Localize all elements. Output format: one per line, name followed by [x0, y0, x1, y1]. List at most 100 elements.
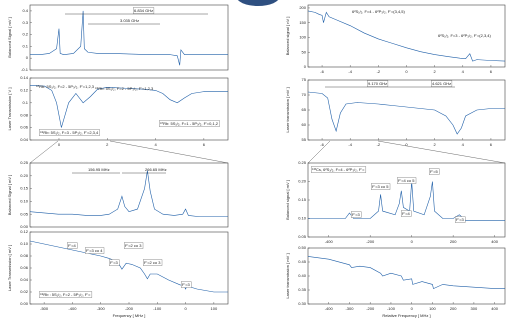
annotation: 3.035 GHz [120, 18, 139, 23]
annotation: F'=3 [456, 217, 465, 222]
y-tick-label: 0 [304, 64, 307, 69]
y-tick-label: 0.45 [298, 259, 307, 264]
x-tick-label: -2 [377, 142, 381, 147]
y-tick-label: 0.40 [298, 273, 307, 278]
annotation: ⁸⁵Rb : 5S₁/₂, F=2 - 5P₃/₂, F'= [40, 292, 91, 297]
plot-frame [308, 163, 505, 237]
y-tick-label: 0.05 [20, 211, 29, 216]
x-tick-label: 0 [184, 306, 187, 311]
y-tick-label: 0.00 [20, 301, 29, 306]
y-axis-label: Laser transmission [ mV ] [285, 253, 290, 298]
x-tick-label: -200 [366, 306, 375, 311]
annotation: ⁸⁵Rb: 5S₁/₂, F=3 - 5P₃/₂, F'=2,3,4 [40, 130, 99, 135]
y-axis-label: Laser Transmission [ V ] [7, 88, 12, 131]
y-tick-label: 0.10 [298, 216, 307, 221]
annotation: 6²S₁/₂, F=4 - 6²P₃/₂, F'=(3,4,5) [352, 9, 406, 14]
y-axis-label: Balanced Signal [ mV ] [7, 175, 12, 215]
x-tick-label: -100 [153, 306, 162, 311]
x-tick-label: 6 [203, 142, 206, 147]
x-tick-label: 100 [429, 306, 436, 311]
zoom-line [378, 141, 505, 163]
y-tick-label: 0.04 [20, 137, 29, 142]
x-tick-label: -200 [366, 239, 375, 244]
y-tick-label: 0.02 [20, 289, 29, 294]
y-axis-label: Laser Transmission [ mV ] [7, 245, 12, 291]
x-tick-label: -6 [320, 69, 324, 74]
y-tick-label: 0.25 [298, 160, 307, 165]
annotation: 4.621 GHz [432, 81, 451, 86]
annotation: 6²S₁/₂, F=3 - 6²P₃/₂, F'=(2,3,4) [438, 33, 492, 38]
y-tick-label: 150 [299, 20, 306, 25]
y-tick-label: 100 [299, 35, 306, 40]
annotation: ⁸⁷Rb: 5S₁/₂, F=2 - 5P₃/₂, F'=1,2,3 [36, 84, 95, 89]
y-tick-label: 0.10 [20, 241, 29, 246]
y-tick-label: 70 [302, 92, 307, 97]
x-tick-label: 0 [405, 69, 408, 74]
x-tick-label: 0 [58, 142, 61, 147]
annotation: F'=4 [402, 211, 411, 216]
y-tick-label: 0.3 [22, 20, 28, 25]
x-tick-label: -2 [377, 69, 381, 74]
annotation: 6.834 GHz [134, 8, 153, 13]
annotation: 266.65 MHz [145, 167, 167, 172]
y-tick-label: 0.1 [22, 43, 28, 48]
y-tick-label: 0.05 [298, 234, 307, 239]
y-tick-label: 0.2 [22, 32, 28, 37]
y-tick-label: 0.08 [20, 253, 29, 258]
x-tick-label: 200 [450, 306, 457, 311]
x-tick-label: 2 [434, 69, 437, 74]
x-tick-label: -500 [40, 306, 49, 311]
x-tick-label: 6 [490, 142, 493, 147]
annotation: ¹³³Cs, 6²S₁/₂, F=4 - 6²P₃/₂, F'= [312, 167, 365, 172]
zoom-line [308, 141, 330, 163]
x-tick-label: 100 [211, 306, 218, 311]
y-tick-label: 55 [302, 137, 307, 142]
annotation: F'=3 [352, 212, 361, 217]
y-axis-label: Balanced signal [ nV ] [285, 17, 290, 56]
x-tick-label: 400 [491, 306, 498, 311]
x-tick-label: 4 [462, 69, 465, 74]
annotation: F'=4 co 5 [398, 178, 415, 183]
annotation: 9.170 GHz [368, 81, 387, 86]
y-tick-label: 0.15 [298, 197, 307, 202]
x-tick-label: 0 [411, 306, 414, 311]
y-tick-label: 0.25 [20, 160, 29, 165]
y-axis-label: Balanced signal [ mV ] [285, 180, 290, 220]
x-tick-label: -400 [325, 239, 334, 244]
x-tick-label: 6 [490, 69, 493, 74]
x-tick-label: -100 [387, 306, 396, 311]
y-tick-label: 0.14 [20, 75, 29, 80]
x-tick-label: 0 [411, 239, 414, 244]
annotation: F'=3 [110, 260, 119, 265]
zoom-line [30, 141, 58, 163]
plot-frame [30, 163, 228, 227]
plot-frame [308, 248, 505, 304]
y-tick-label: 0.15 [20, 186, 29, 191]
x-tick-label: -4 [348, 142, 352, 147]
x-tick-label: -300 [97, 306, 106, 311]
annotation: ⁸⁷Rb: 5S₁/₂, F=1 - 5P₃/₂, F'=0,1,2 [160, 121, 219, 126]
y-tick-label: 0.10 [20, 198, 29, 203]
y-tick-label: 0.35 [298, 287, 307, 292]
y-tick-label: 75 [302, 77, 307, 82]
x-tick-label: -400 [68, 306, 77, 311]
annotation: 156.95 MHz [88, 167, 110, 172]
x-tick-label: 4 [154, 142, 157, 147]
x-tick-label: -300 [345, 306, 354, 311]
y-tick-label: 0.30 [298, 301, 307, 306]
x-tick-label: 400 [491, 239, 498, 244]
x-tick-label: 2 [106, 142, 109, 147]
x-tick-label: 300 [471, 306, 478, 311]
y-tick-label: 65 [302, 107, 307, 112]
x-tick-label: -200 [125, 306, 134, 311]
x-axis-label: Relative Frequency [ MHz ] [382, 313, 430, 318]
y-tick-label: 0.50 [298, 245, 307, 250]
annotation: F'=5 [430, 169, 439, 174]
y-tick-label: 0.12 [20, 229, 29, 234]
x-tick-label: 4 [462, 142, 465, 147]
x-axis-label: Frequency [ MHz ] [113, 313, 146, 318]
annotation: F'=3 [182, 282, 191, 287]
zoom-line [110, 141, 228, 163]
x-tick-label: -4 [348, 69, 352, 74]
x-tick-label: -6 [320, 142, 324, 147]
